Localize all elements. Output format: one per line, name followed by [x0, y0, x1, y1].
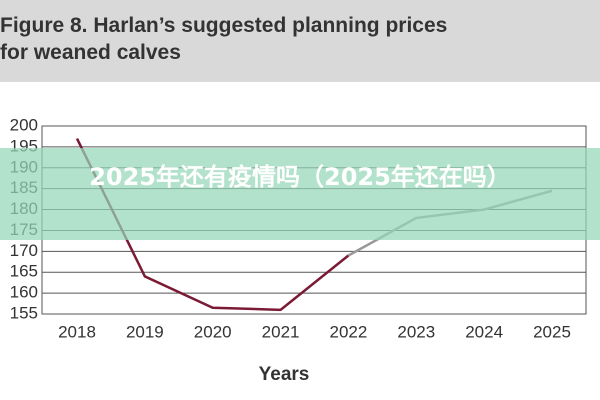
banner-text: 2025年还有疫情吗（2025年还在吗） — [89, 163, 511, 191]
x-tick-label: 2021 — [262, 322, 300, 341]
y-tick-label: 170 — [10, 241, 38, 260]
title-box: Figure 8. Harlan’s suggested planning pr… — [0, 14, 448, 64]
banner — [0, 148, 600, 240]
x-tick-label: 2019 — [126, 322, 164, 341]
x-tick-label: 2024 — [465, 322, 503, 341]
x-tick-label: 2023 — [397, 322, 435, 341]
chart-title: Figure 8. Harlan’s suggested planning pr… — [0, 14, 448, 64]
y-tick-label: 165 — [10, 262, 38, 281]
title-band — [0, 0, 600, 82]
x-tick-label: 2022 — [330, 322, 368, 341]
y-tick-label: 200 — [10, 115, 38, 134]
x-tick-label: 2020 — [194, 322, 232, 341]
x-axis-label: Years — [259, 364, 310, 385]
x-tick-label: 2025 — [533, 322, 571, 341]
y-tick-label: 155 — [10, 303, 38, 322]
y-tick-label: 160 — [10, 283, 38, 302]
x-tick-label: 2018 — [58, 322, 96, 341]
